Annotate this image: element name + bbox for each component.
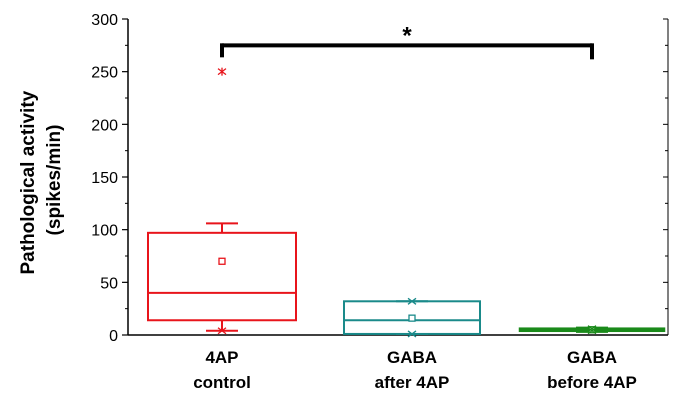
category-label-1-line1: 4AP bbox=[205, 348, 238, 367]
box-1 bbox=[147, 67, 297, 335]
y-tick-label-50: 50 bbox=[100, 275, 118, 292]
significance-bracket: * bbox=[220, 22, 594, 60]
mean-marker bbox=[218, 257, 226, 265]
y-tick-label-200: 200 bbox=[91, 117, 118, 134]
iqr-box bbox=[147, 231, 297, 322]
y-axis-title-line2: (spikes/min) bbox=[44, 125, 65, 236]
y-tick-label-100: 100 bbox=[91, 223, 118, 240]
box-2 bbox=[343, 297, 481, 338]
category-label-2-line2: after 4AP bbox=[375, 373, 450, 392]
category-labels: 4AP control GABA after 4AP GABA before 4AP bbox=[193, 348, 637, 392]
y-axis-title: Pathological activity (spikes/min) bbox=[18, 85, 65, 274]
category-label-3-line1: GABA bbox=[567, 348, 617, 367]
axes bbox=[127, 19, 669, 336]
category-label-3-line2: before 4AP bbox=[547, 373, 637, 392]
y-axis-title-line1: Pathological activity bbox=[18, 90, 39, 274]
max-marker-b bbox=[407, 297, 417, 305]
min-marker-b bbox=[587, 327, 597, 335]
category-label-2-line1: GABA bbox=[387, 348, 437, 367]
y-tick-label-0: 0 bbox=[109, 328, 118, 345]
min-marker-b bbox=[217, 327, 227, 335]
max-marker-b bbox=[587, 325, 597, 333]
y-tick-label-150: 150 bbox=[91, 170, 118, 187]
y-tick-label-300: 300 bbox=[91, 12, 118, 29]
box-3 bbox=[518, 325, 666, 335]
y-tick-label-250: 250 bbox=[91, 65, 118, 82]
mean-marker bbox=[408, 314, 416, 322]
min-marker-b bbox=[407, 330, 417, 338]
mean-marker bbox=[588, 326, 596, 334]
boxes bbox=[147, 67, 666, 338]
significance-label: * bbox=[402, 22, 412, 49]
category-label-1-line2: control bbox=[193, 373, 251, 392]
y-axis-ticks: 0 50 100 150 200 250 300 bbox=[91, 12, 668, 345]
